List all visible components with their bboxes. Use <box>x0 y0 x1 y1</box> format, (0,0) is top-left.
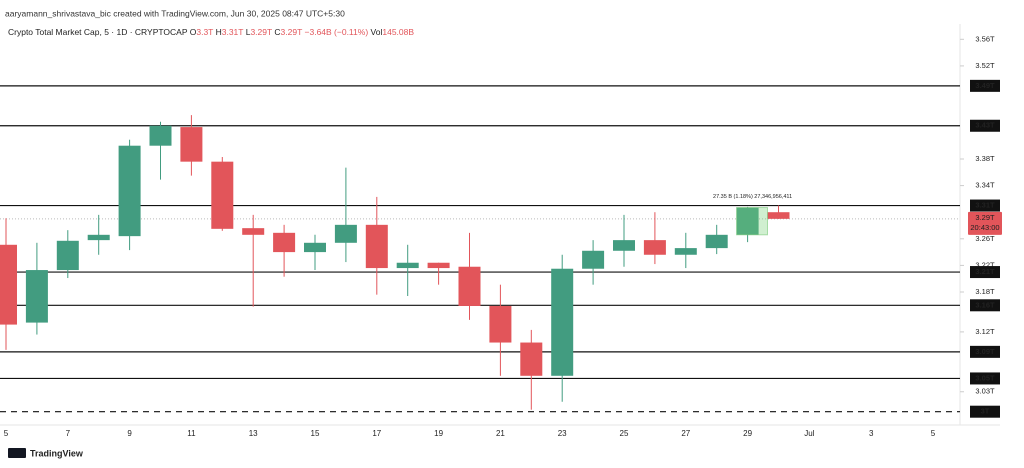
y-tick-label: 3.22T <box>975 260 995 269</box>
level-label: 3.49T <box>975 81 995 90</box>
candle-body <box>273 232 296 253</box>
candle-body <box>180 127 203 162</box>
volume-value: 145.08B <box>382 27 414 37</box>
level-label-box <box>970 79 1000 92</box>
candle-body <box>427 262 450 269</box>
x-tick-label: 5 <box>4 429 9 438</box>
level-label: 3T <box>981 407 990 416</box>
candle-body <box>551 268 574 376</box>
level-label-box <box>970 405 1000 418</box>
candle-body <box>211 161 234 229</box>
x-tick-label: 29 <box>743 429 752 438</box>
candle-body <box>242 228 265 235</box>
level-label-box <box>970 372 1000 385</box>
x-tick-label: 3 <box>869 429 874 438</box>
measure-annotation: 27.35 B (1.18%) 27,346,956,411 <box>713 194 792 200</box>
level-label-box <box>970 119 1000 132</box>
y-tick-label: 3.34T <box>975 181 995 190</box>
countdown: 20:43:00 <box>970 223 999 232</box>
candle-body <box>458 266 481 306</box>
candle-body <box>705 234 728 249</box>
level-label: 3.31T <box>975 201 995 210</box>
y-tick-label: 3.26T <box>975 234 995 243</box>
level-label: 3.05T <box>975 373 995 382</box>
candle-body <box>736 207 759 235</box>
x-tick-label: Jul <box>804 429 814 438</box>
candle-body <box>0 244 17 325</box>
ohlc-key: C <box>274 27 280 37</box>
ohlc-value: 3.3T <box>196 27 213 37</box>
level-label-box <box>970 299 1000 312</box>
candle-body <box>334 224 357 243</box>
legend-text: Crypto Total Market Cap, 5 · 1D · CRYPTO… <box>8 27 414 37</box>
ohlc-key: L <box>246 27 251 37</box>
candle-body <box>396 262 419 269</box>
level-label: 3.09T <box>975 347 995 356</box>
y-tick-label: 3.03T <box>975 387 995 396</box>
level-label-box <box>970 345 1000 358</box>
level-label: 3.43T <box>975 121 995 130</box>
x-tick-label: 5 <box>931 429 936 438</box>
change: −3.64B (−0.11%) <box>305 27 369 37</box>
candle-body <box>767 212 790 219</box>
candle-body <box>520 342 543 376</box>
x-tick-label: 9 <box>127 429 132 438</box>
candle-body <box>674 248 697 255</box>
level-label-box <box>970 266 1000 279</box>
candle-body <box>489 305 512 343</box>
level-label: 3.16T <box>975 300 995 309</box>
x-tick-label: 25 <box>620 429 629 438</box>
candle-body <box>56 240 79 271</box>
candle-body <box>149 125 172 146</box>
x-tick-label: 23 <box>558 429 567 438</box>
y-tick-label: 3.18T <box>975 287 995 296</box>
ohlc-key: H <box>216 27 222 37</box>
candle-body <box>25 270 48 323</box>
x-tick-label: 21 <box>496 429 505 438</box>
x-tick-label: 27 <box>681 429 690 438</box>
ohlc-value: 3.29T <box>250 27 272 37</box>
level-label-box <box>970 199 1000 212</box>
x-tick-label: 15 <box>311 429 320 438</box>
legend-title: Crypto Total Market Cap, 5 · 1D · CRYPTO… <box>8 27 188 37</box>
y-tick-label: 3.12T <box>975 327 995 336</box>
x-tick-label: 19 <box>434 429 443 438</box>
measure-box <box>736 207 768 236</box>
footer: TradingView <box>30 448 84 458</box>
ohlc-key: O <box>190 27 197 37</box>
y-tick-label: 3.38T <box>975 154 995 163</box>
logo <box>8 448 26 458</box>
y-tick-label: 3.52T <box>975 61 995 70</box>
x-tick-label: 13 <box>249 429 258 438</box>
candle-body <box>582 250 605 269</box>
volume-key: Vol <box>371 27 383 37</box>
candle-body <box>613 240 635 251</box>
level-label: 3.21T <box>975 267 995 276</box>
y-tick-label: 3.56T <box>975 34 995 43</box>
last-price-box <box>968 211 1002 235</box>
ohlc-value: 3.29T <box>281 27 303 37</box>
x-tick-label: 17 <box>372 429 381 438</box>
ohlc-value: 3.31T <box>222 27 244 37</box>
candle-body <box>87 234 110 241</box>
last-price-label: 3.29T <box>975 213 995 222</box>
candle-body <box>365 224 388 269</box>
candle-body <box>643 240 666 255</box>
x-tick-label: 7 <box>66 429 71 438</box>
x-tick-label: 11 <box>187 429 196 438</box>
candle-body <box>304 242 326 253</box>
legend: Crypto Total Market Cap, 5 · 1D · CRYPTO… <box>8 27 414 37</box>
candle-body <box>118 145 141 237</box>
header: aaryamann_shrivastava_bic created with T… <box>5 8 345 18</box>
